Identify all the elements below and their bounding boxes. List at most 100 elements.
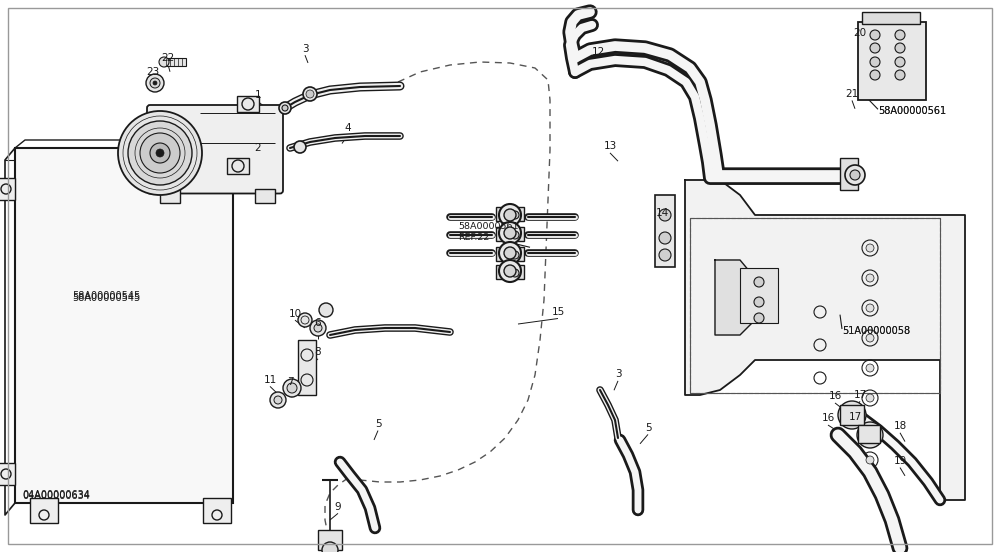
Circle shape [306, 90, 314, 98]
Text: 21: 21 [845, 89, 859, 99]
Bar [164, 58, 186, 66]
Circle shape [150, 78, 160, 88]
Circle shape [499, 204, 521, 226]
Text: 58A00000545: 58A00000545 [72, 291, 140, 301]
Text: 5: 5 [645, 423, 651, 433]
Circle shape [279, 102, 291, 114]
FancyBboxPatch shape [147, 105, 283, 194]
Text: 17: 17 [853, 390, 867, 400]
Circle shape [754, 297, 764, 307]
Circle shape [504, 209, 516, 221]
Circle shape [895, 30, 905, 40]
Circle shape [866, 274, 874, 282]
Text: 4: 4 [345, 123, 351, 133]
Text: 18: 18 [893, 421, 907, 431]
Circle shape [504, 227, 516, 239]
Text: 20: 20 [853, 28, 867, 38]
Bar [496, 207, 524, 221]
Bar [840, 158, 858, 190]
Text: 04A00000634: 04A00000634 [22, 491, 90, 501]
Bar [0, 178, 15, 200]
Circle shape [850, 170, 860, 180]
Circle shape [870, 30, 880, 40]
Circle shape [319, 303, 333, 317]
Bar [318, 530, 342, 550]
Circle shape [895, 43, 905, 53]
Circle shape [499, 242, 521, 264]
Circle shape [754, 277, 764, 287]
Bar [655, 195, 675, 267]
Bar [690, 218, 940, 393]
Text: 5: 5 [375, 419, 381, 429]
Circle shape [140, 133, 180, 173]
Bar [237, 96, 259, 112]
Circle shape [150, 143, 170, 163]
Circle shape [499, 222, 521, 244]
Text: 8: 8 [315, 347, 321, 357]
Circle shape [844, 407, 860, 423]
Circle shape [128, 121, 192, 185]
Text: 16: 16 [828, 391, 842, 401]
Circle shape [866, 424, 874, 432]
Text: 51A00000058: 51A00000058 [842, 326, 910, 336]
Circle shape [659, 209, 671, 221]
Bar [255, 188, 275, 203]
Circle shape [511, 231, 519, 239]
Circle shape [895, 70, 905, 80]
Text: 3: 3 [302, 44, 308, 54]
Circle shape [857, 422, 883, 448]
Circle shape [298, 313, 312, 327]
Circle shape [870, 70, 880, 80]
Bar [30, 498, 58, 523]
Circle shape [866, 456, 874, 464]
Text: 19: 19 [893, 456, 907, 466]
Circle shape [283, 379, 301, 397]
Bar [496, 227, 524, 241]
Bar [496, 247, 524, 261]
Circle shape [270, 392, 286, 408]
Circle shape [870, 43, 880, 53]
Text: 58A0000561: 58A0000561 [458, 222, 518, 231]
Circle shape [866, 334, 874, 342]
Text: 1: 1 [255, 90, 261, 100]
Circle shape [866, 304, 874, 312]
Circle shape [845, 165, 865, 185]
Circle shape [838, 401, 866, 429]
Text: 11: 11 [263, 375, 277, 385]
Bar [862, 12, 920, 24]
Circle shape [153, 81, 157, 85]
Text: 9: 9 [335, 502, 341, 512]
Text: 04A00000634: 04A00000634 [22, 490, 90, 500]
Text: 12: 12 [591, 47, 605, 57]
Circle shape [146, 74, 164, 92]
Text: 3: 3 [615, 369, 621, 379]
Circle shape [294, 141, 306, 153]
Circle shape [504, 247, 516, 259]
Text: 2: 2 [255, 143, 261, 153]
Bar [227, 158, 249, 174]
Circle shape [866, 394, 874, 402]
Bar [858, 425, 880, 443]
Circle shape [282, 105, 288, 111]
Bar [15, 148, 233, 503]
Text: 14: 14 [655, 208, 669, 217]
Text: 10: 10 [288, 309, 302, 319]
Text: 17: 17 [848, 412, 862, 422]
Circle shape [504, 265, 516, 277]
Circle shape [118, 111, 202, 195]
Circle shape [511, 211, 519, 219]
Circle shape [511, 269, 519, 277]
Text: 58A00000545: 58A00000545 [72, 293, 140, 302]
Circle shape [895, 57, 905, 67]
Text: 13: 13 [603, 141, 617, 151]
Text: 58A00000561: 58A00000561 [878, 106, 946, 116]
Circle shape [310, 320, 326, 336]
Circle shape [511, 251, 519, 259]
Circle shape [314, 324, 322, 332]
Polygon shape [715, 260, 755, 335]
Circle shape [870, 57, 880, 67]
Circle shape [863, 428, 877, 442]
Text: 22: 22 [161, 53, 175, 63]
Circle shape [287, 383, 297, 393]
Circle shape [754, 313, 764, 323]
